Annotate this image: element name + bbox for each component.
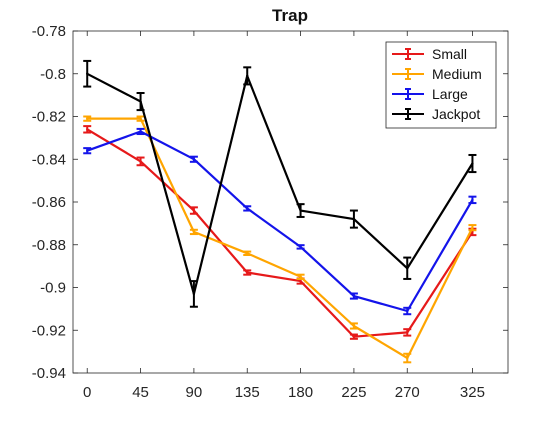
data-point-jackpot <box>471 162 474 165</box>
data-point-large <box>246 207 249 210</box>
data-point-small <box>86 128 89 131</box>
data-point-medium <box>299 275 302 279</box>
legend-item-small: Small <box>392 46 467 62</box>
data-point-small <box>299 279 302 283</box>
series-small <box>83 125 477 340</box>
y-tick-label: -0.94 <box>32 365 66 382</box>
data-point-large <box>192 158 196 161</box>
data-point-jackpot <box>406 267 409 270</box>
data-point-medium <box>86 117 89 120</box>
x-tick-label: 325 <box>460 384 485 401</box>
legend-item-medium: Medium <box>392 66 482 82</box>
data-point-medium <box>471 226 474 229</box>
data-point-large <box>299 245 302 249</box>
data-point-small <box>246 271 249 274</box>
data-point-large <box>406 309 409 313</box>
legend[interactable]: Small Medium Large Jackpot <box>385 41 497 129</box>
x-tick-label: 135 <box>235 384 260 401</box>
legend-label-large: Large <box>432 86 468 102</box>
data-point-medium <box>246 252 249 255</box>
legend-item-jackpot: Jackpot <box>392 106 480 122</box>
data-point-jackpot <box>192 292 196 296</box>
x-tick-label: 45 <box>132 384 149 401</box>
data-point-large <box>139 130 142 133</box>
chart-title: Trap <box>272 6 308 25</box>
legend-label-jackpot: Jackpot <box>432 106 480 122</box>
data-point-medium <box>139 117 142 120</box>
data-point-medium <box>406 356 409 360</box>
x-tick-label: 90 <box>186 384 203 401</box>
y-tick-label: -0.84 <box>32 151 66 168</box>
series-layer <box>83 59 477 364</box>
x-tick-label: 270 <box>395 384 420 401</box>
y-tick-label: -0.88 <box>32 237 66 254</box>
series-jackpot <box>83 59 477 308</box>
x-tick-label: 225 <box>341 384 366 401</box>
series-line-jackpot <box>86 72 474 295</box>
legend-label-small: Small <box>432 46 467 62</box>
data-point-jackpot <box>86 72 89 75</box>
data-point-small <box>139 160 142 163</box>
y-tick-label: -0.92 <box>32 322 66 339</box>
data-point-small <box>352 335 356 338</box>
y-tick-label: -0.9 <box>40 280 66 297</box>
data-point-jackpot <box>352 217 356 221</box>
data-point-small <box>471 230 474 234</box>
data-point-medium <box>352 324 356 328</box>
data-point-small <box>192 209 196 212</box>
y-tick-label: -0.82 <box>32 109 66 126</box>
data-point-large <box>471 198 474 202</box>
data-point-medium <box>192 230 196 234</box>
y-tick-label: -0.8 <box>40 66 66 83</box>
legend-label-medium: Medium <box>432 66 482 82</box>
data-point-jackpot <box>299 209 302 212</box>
legend-item-large: Large <box>392 86 468 102</box>
data-point-large <box>86 149 89 152</box>
data-point-jackpot <box>246 74 249 78</box>
axes-layer: -0.94 -0.92 -0.9 -0.88 -0.86 -0.84 -0.82 -0.8 -0… <box>32 23 508 401</box>
y-tick-label: -0.86 <box>32 194 66 211</box>
x-tick-label: 180 <box>288 384 313 401</box>
y-tick-label: -0.78 <box>32 23 66 40</box>
x-tick-label: 0 <box>83 384 91 401</box>
data-point-small <box>406 331 409 334</box>
data-point-large <box>352 294 356 298</box>
series-line-small <box>86 128 474 338</box>
data-point-jackpot <box>139 100 142 103</box>
